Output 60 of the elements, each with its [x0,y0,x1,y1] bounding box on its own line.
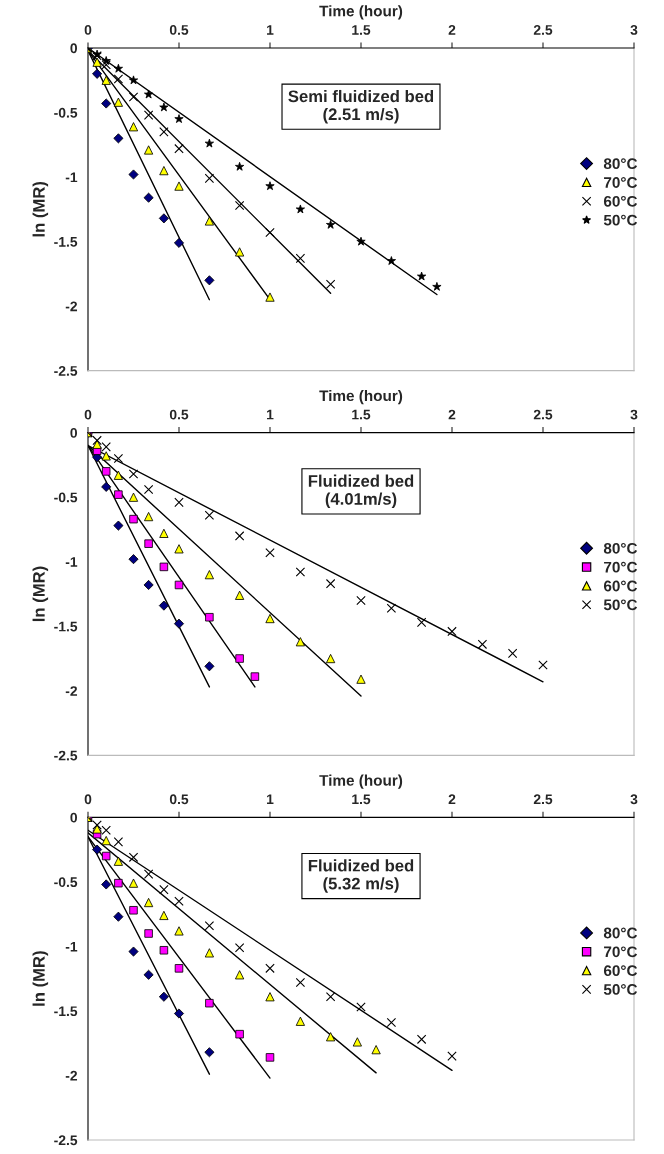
legend-label: 80°C [603,927,638,939]
legend-label: 60°C [603,965,638,977]
y-axis-title: ln (MR) [32,566,49,622]
y-tick-label: -1 [65,941,78,952]
y-tick-label: -0.5 [54,107,78,118]
x-tick-label: 3 [630,25,638,35]
x-tick-label: 1 [267,794,274,805]
annotation: Fluidized bed (4.01m/s) [308,474,414,509]
legend-label: 70°C [604,561,638,573]
legend-label: 80°C [603,158,638,170]
legend-label: 60°C [603,580,638,592]
x-tick-label: 0.5 [169,794,189,805]
y-tick-label: -0.5 [54,492,78,503]
y-axis-title: ln (MR) [32,951,49,1006]
y-tick-label: -2 [65,1070,78,1081]
x-tick-label: 2 [448,409,456,420]
x-tick-label: 2.5 [533,409,553,420]
y-tick-label: -2 [65,301,78,312]
x-axis-title: Time (hour) [319,5,403,20]
x-tick-label: 2 [448,794,456,805]
y-tick-label: -1.5 [54,621,78,632]
y-tick-label: -1.5 [54,1006,78,1017]
y-axis-title: ln (MR) [32,181,49,237]
legend-label: 70°C [604,177,638,188]
x-tick-label: 0 [84,409,92,420]
y-tick-label: 0 [70,812,78,823]
y-tick-label: -1 [65,557,78,567]
legend-label: 50°C [603,599,638,611]
x-tick-label: 0 [84,794,92,805]
x-tick-label: 1.5 [352,409,371,420]
annotation: Fluidized bed (5.32 m/s) [308,859,414,893]
x-tick-label: 2.5 [533,25,553,35]
x-tick-label: 0.5 [169,409,189,420]
x-axis-title: Time (hour) [319,774,403,789]
y-tick-label: -1.5 [54,237,78,247]
x-tick-label: 0 [84,25,92,35]
x-tick-label: 2.5 [533,794,553,805]
x-tick-label: 3 [630,409,638,420]
y-tick-label: 0 [70,43,78,54]
x-tick-label: 2 [448,25,456,35]
annotation: Semi fluidized bed (2.51 m/s) [288,89,434,124]
x-tick-label: 3 [630,794,638,805]
y-tick-label: -2.5 [54,1135,78,1146]
legend-label: 50°C [603,984,638,995]
y-tick-label: -2.5 [54,750,78,761]
legend-label: 80°C [603,542,638,554]
x-tick-label: 1 [267,409,274,420]
y-tick-label: -2.5 [54,366,78,376]
y-tick-label: -0.5 [54,877,78,888]
x-tick-label: 1.5 [352,794,371,805]
legend-label: 60°C [603,195,638,207]
x-tick-label: 1.5 [352,25,371,35]
x-axis-title: Time (hour) [319,389,403,405]
legend-label: 70°C [604,946,638,958]
y-tick-label: 0 [70,428,78,438]
legend-label: 50°C [603,214,638,226]
y-tick-label: -1 [65,172,78,183]
x-tick-label: 0.5 [169,25,189,35]
y-tick-label: -2 [65,686,78,696]
x-tick-label: 1 [267,25,274,35]
